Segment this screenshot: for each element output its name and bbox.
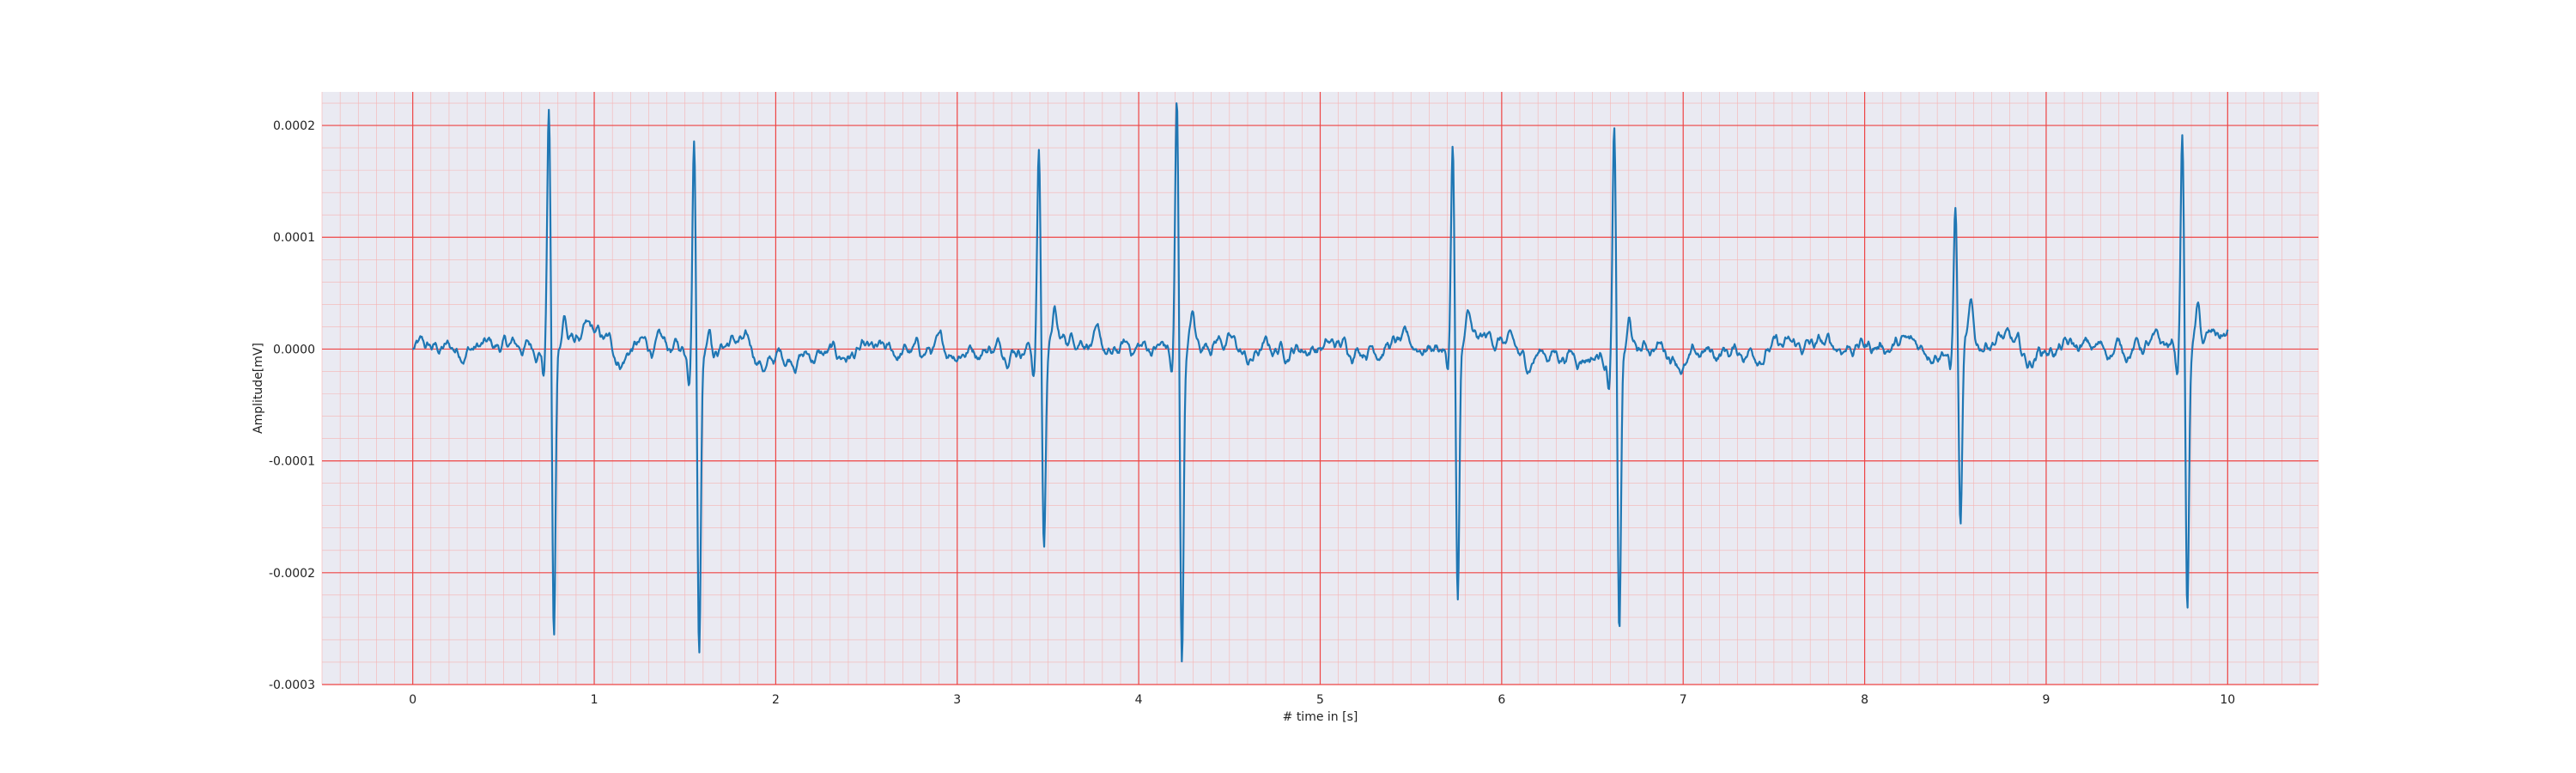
major-grid: [322, 92, 2318, 685]
x-tick-label: 10: [2220, 693, 2235, 707]
y-axis-label: Amplitude[mV]: [252, 343, 265, 434]
x-tick-label: 6: [1498, 693, 1505, 707]
x-tick-label: 9: [2042, 693, 2050, 707]
y-tick-label: -0.0003: [269, 679, 315, 692]
y-tick-label: 0.0001: [273, 231, 315, 245]
y-tick-label: 0.0000: [273, 343, 315, 356]
x-tick-label: 4: [1135, 693, 1143, 707]
x-tick-label: 8: [1861, 693, 1868, 707]
x-tick-label: 1: [591, 693, 598, 707]
y-tick-label: 0.0002: [273, 119, 315, 133]
y-tick-label: -0.0002: [269, 567, 315, 581]
x-tick-label: 3: [953, 693, 961, 707]
x-tick-label: 5: [1316, 693, 1324, 707]
x-tick-label: 7: [1680, 693, 1687, 707]
x-axis-label: # time in [s]: [1283, 710, 1358, 724]
ecg-series-line: [411, 102, 2229, 663]
x-axis-ticks: 0 1 2 3 4 5 6 7 8 9 10: [409, 693, 2235, 707]
x-tick-label: 0: [409, 693, 416, 707]
x-tick-label: 2: [772, 693, 780, 707]
y-tick-label: -0.0001: [269, 455, 315, 469]
y-axis-ticks: -0.0003 -0.0002 -0.0001 0.0000 0.0001 0.0002: [269, 119, 315, 692]
